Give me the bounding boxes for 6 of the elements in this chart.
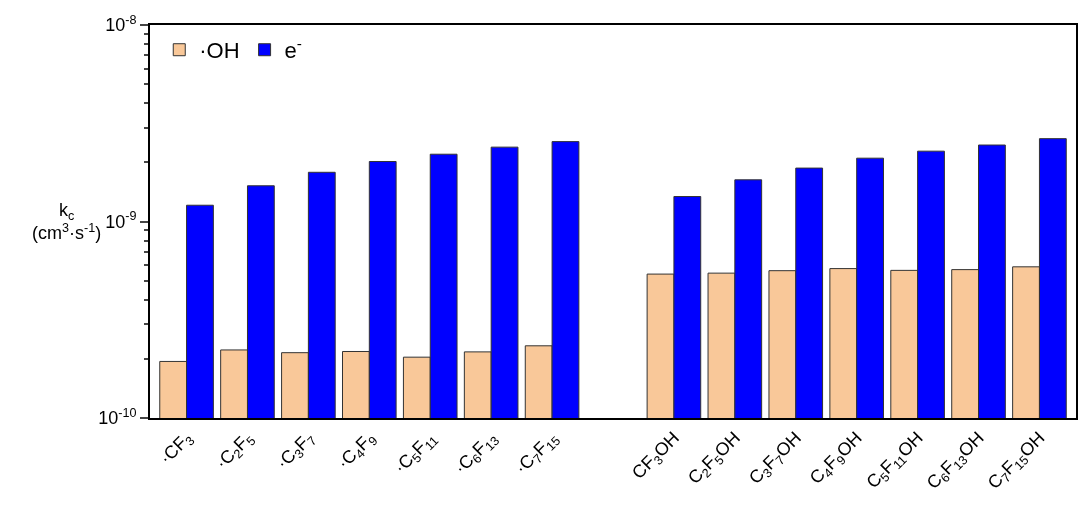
- legend-label: e$^{-}$: [284, 35, 302, 64]
- y-tick-label: 10$^{-9}$: [105, 209, 137, 232]
- y-tick-label: 10$^{-8}$: [105, 12, 137, 36]
- y-tick-label: 10$^{-10}$: [98, 405, 137, 429]
- y-axis-title: k$_{c}$ (cm$^{3}$·s$^{-1}$): [32, 200, 102, 244]
- legend-label: ·OH: [199, 38, 240, 64]
